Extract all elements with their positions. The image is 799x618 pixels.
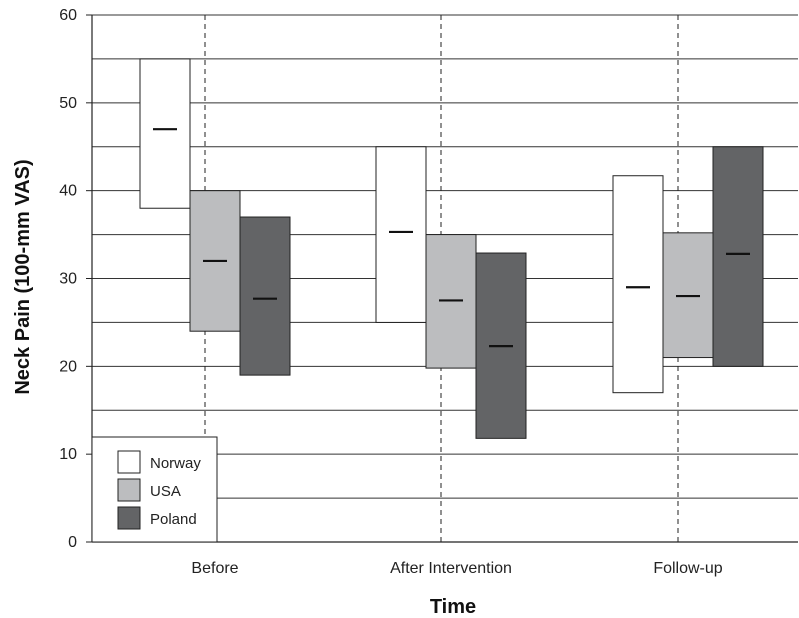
y-axis-title: Neck Pain (100-mm VAS) <box>12 159 34 394</box>
legend-swatch <box>117 450 141 474</box>
legend-label: Poland <box>150 511 197 528</box>
x-tick-label: Before <box>191 560 238 577</box>
legend-swatch <box>117 506 141 530</box>
bar-norway <box>139 58 191 209</box>
legend-swatch <box>117 478 141 502</box>
y-tick-label: 10 <box>59 446 77 463</box>
bar-poland <box>239 216 291 376</box>
y-tick-label: 60 <box>59 7 77 24</box>
legend-label: Norway <box>150 455 201 472</box>
y-tick-labels: 0 10 20 30 40 50 60 <box>59 7 77 551</box>
legend-label: USA <box>150 483 181 500</box>
x-axis-title: Time <box>430 596 476 618</box>
x-tick-label: Follow-up <box>653 560 722 577</box>
bar-norway <box>375 146 427 323</box>
legend: Norway USA Poland <box>91 436 218 543</box>
bars <box>139 58 764 439</box>
bar-poland <box>712 146 764 367</box>
y-tick-label: 50 <box>59 95 77 112</box>
bar-norway <box>612 175 664 394</box>
x-tick-label: After Intervention <box>390 560 512 577</box>
y-tick-label: 20 <box>59 358 77 375</box>
y-tick-label: 30 <box>59 271 77 288</box>
x-tick-labels: Before After Intervention Follow-up <box>191 560 722 577</box>
y-tick-label: 0 <box>68 534 77 551</box>
y-tick-label: 40 <box>59 183 77 200</box>
legend-box <box>91 436 218 543</box>
